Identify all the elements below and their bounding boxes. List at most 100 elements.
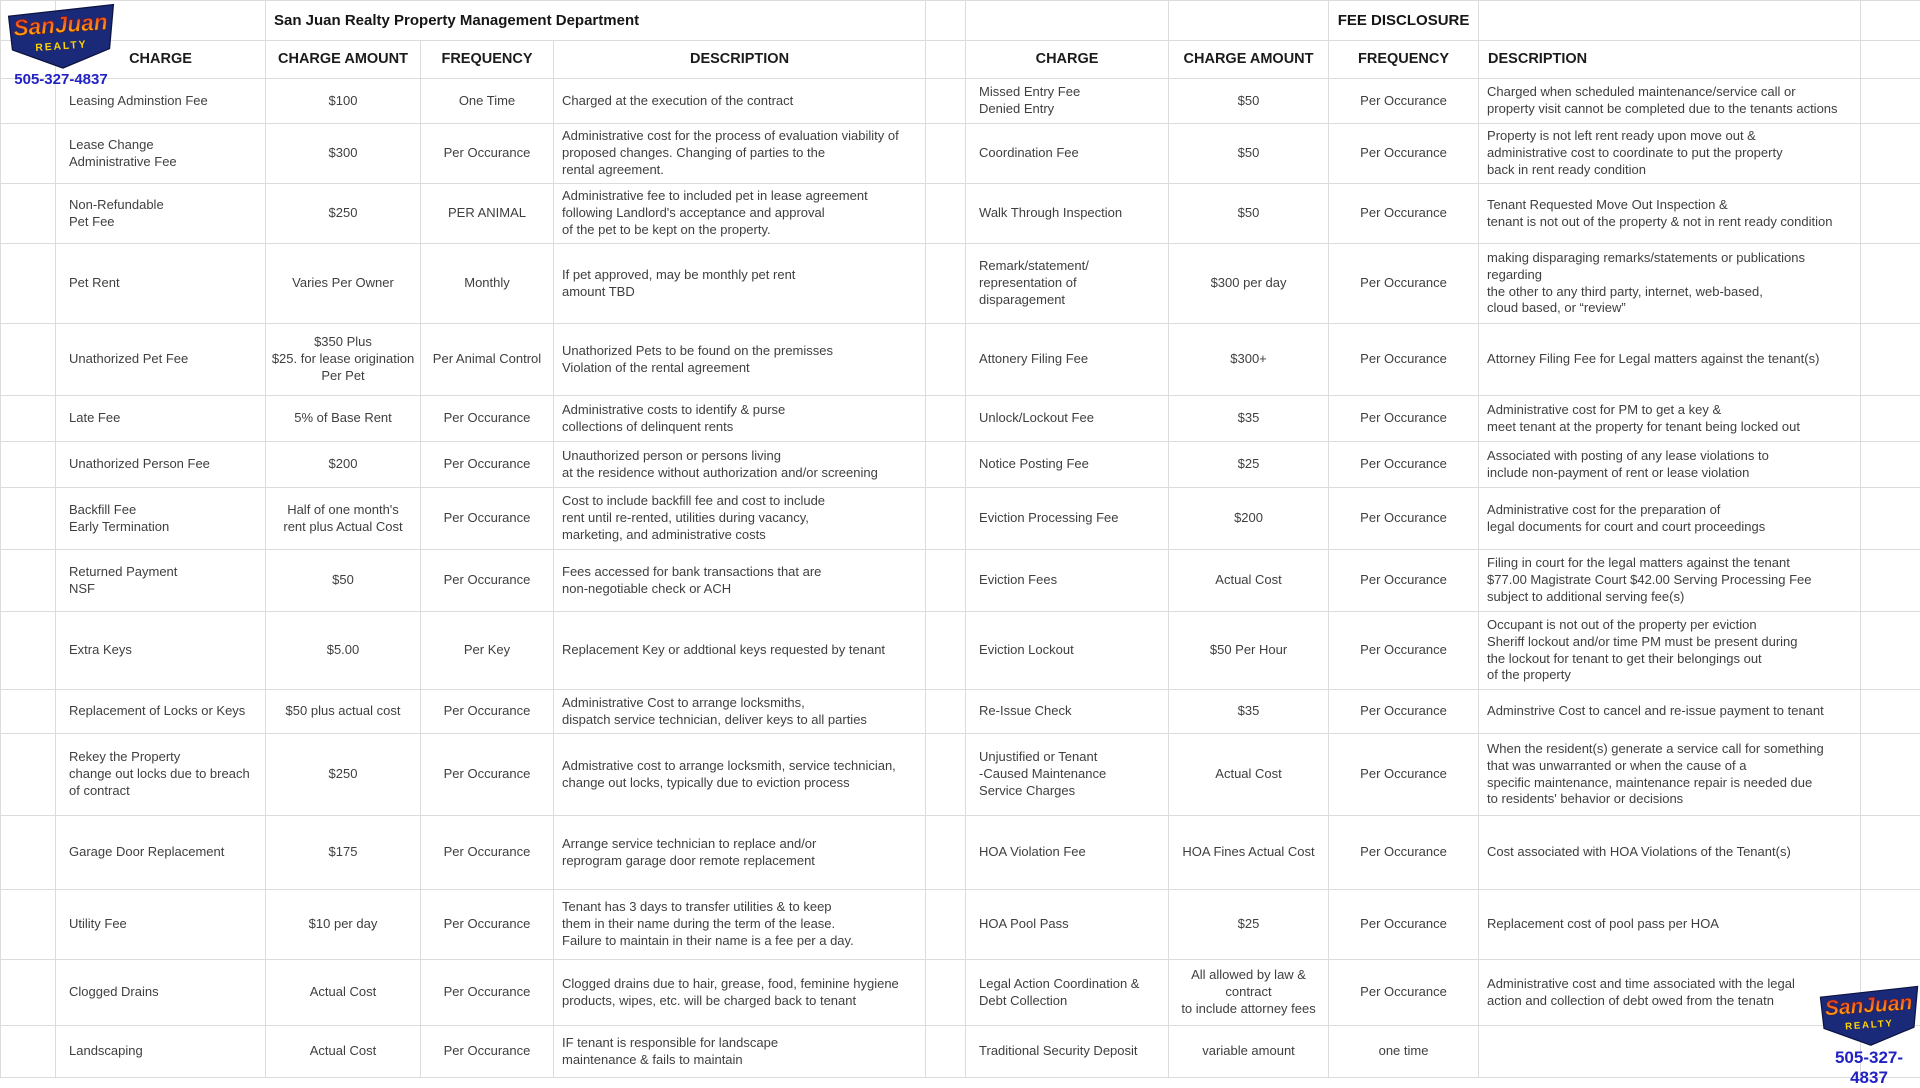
gap-cell [926, 890, 966, 960]
left-charge-cell: Lease Change Administrative Fee [56, 124, 266, 184]
right-charge-cell: Unlock/Lockout Fee [966, 396, 1169, 442]
gap-cell [926, 442, 966, 488]
gap-cell [926, 1026, 966, 1078]
left-table-title: San Juan Realty Property Management Depa… [266, 1, 926, 41]
right-charge-cell: Walk Through Inspection [966, 184, 1169, 244]
right-description-cell: Administrative cost for the preparation … [1479, 488, 1861, 550]
gap-cell [926, 79, 966, 124]
right-frequency-cell: Per Occurance [1329, 244, 1479, 324]
margin-cell [1, 442, 56, 488]
left-frequency-cell: Monthly [421, 244, 554, 324]
left-charge-cell: Unathorized Pet Fee [56, 324, 266, 396]
table-row: Leasing Adminstion Fee $100 One Time Cha… [1, 79, 1920, 124]
left-charge-cell: Extra Keys [56, 612, 266, 690]
right-description-cell: Cost associated with HOA Violations of t… [1479, 816, 1861, 890]
right-charge-cell: Remark/statement/ representation of disp… [966, 244, 1169, 324]
left-amount-cell: $200 [266, 442, 421, 488]
right-amount-cell: $35 [1169, 396, 1329, 442]
sanjuan-realty-logo-icon: SanJuan REALTY [1818, 984, 1920, 1047]
left-frequency-cell: Per Occurance [421, 816, 554, 890]
left-amount-cell: $50 [266, 550, 421, 612]
left-description-cell: Cost to include backfill fee and cost to… [554, 488, 926, 550]
right-amount-cell: $50 [1169, 184, 1329, 244]
left-frequency-cell: Per Occurance [421, 442, 554, 488]
left-frequency-cell: Per Occurance [421, 890, 554, 960]
right-amount-cell: $50 Per Hour [1169, 612, 1329, 690]
right-frequency-cell: Per Occurance [1329, 324, 1479, 396]
margin-cell [1, 488, 56, 550]
left-charge-cell: Pet Rent [56, 244, 266, 324]
gap-cell [926, 184, 966, 244]
left-amount-cell: $250 [266, 184, 421, 244]
margin-cell [1861, 442, 1920, 488]
gap-cell [926, 41, 966, 79]
margin-cell [1, 734, 56, 816]
table-row: Returned Payment NSF $50 Per Occurance F… [1, 550, 1920, 612]
margin-cell [1, 244, 56, 324]
right-frequency-cell: Per Occurance [1329, 550, 1479, 612]
table-row: Backfill Fee Early Termination Half of o… [1, 488, 1920, 550]
right-frequency-cell: Per Occurance [1329, 734, 1479, 816]
brand-phone: 505-327-4837 [1818, 1048, 1920, 1088]
title-row: San Juan Realty Property Management Depa… [1, 1, 1920, 41]
right-frequency-cell: Per Occurance [1329, 690, 1479, 734]
left-description-cell: Replacement Key or addtional keys reques… [554, 612, 926, 690]
left-frequency-cell: Per Occurance [421, 550, 554, 612]
gap-cell [926, 244, 966, 324]
right-frequency-cell: Per Occurance [1329, 816, 1479, 890]
right-charge-cell: Eviction Lockout [966, 612, 1169, 690]
blank-cell [1169, 1, 1329, 41]
right-frequency-cell: Per Occurance [1329, 184, 1479, 244]
right-amount-cell: $300+ [1169, 324, 1329, 396]
gap-cell [926, 324, 966, 396]
margin-cell [1861, 734, 1920, 816]
right-amount-cell: $50 [1169, 124, 1329, 184]
gap-cell [926, 124, 966, 184]
table-row: Non-Refundable Pet Fee $250 PER ANIMAL A… [1, 184, 1920, 244]
left-description-cell: Unauthorized person or persons living at… [554, 442, 926, 488]
left-description-cell: IF tenant is responsible for landscape m… [554, 1026, 926, 1078]
margin-cell [1861, 1, 1920, 41]
table-row: Lease Change Administrative Fee $300 Per… [1, 124, 1920, 184]
margin-cell [1861, 41, 1920, 79]
left-description-cell: Unathorized Pets to be found on the prem… [554, 324, 926, 396]
right-amount-cell: $50 [1169, 79, 1329, 124]
left-description-cell: Admistrative cost to arrange locksmith, … [554, 734, 926, 816]
left-frequency-header: FREQUENCY [421, 41, 554, 79]
left-frequency-cell: Per Animal Control [421, 324, 554, 396]
left-description-cell: Administrative fee to included pet in le… [554, 184, 926, 244]
gap-cell [926, 488, 966, 550]
right-description-header: DESCRIPTION [1479, 41, 1861, 79]
left-frequency-cell: Per Occurance [421, 396, 554, 442]
left-frequency-cell: Per Occurance [421, 734, 554, 816]
left-amount-cell: Half of one month's rent plus Actual Cos… [266, 488, 421, 550]
right-frequency-cell: one time [1329, 1026, 1479, 1078]
margin-cell [1, 184, 56, 244]
right-amount-cell: $25 [1169, 442, 1329, 488]
brand-phone: 505-327-4837 [6, 71, 116, 88]
margin-cell [1861, 612, 1920, 690]
brand-logo-bottom: SanJuan REALTY 505-327-4837 [1818, 984, 1920, 1088]
left-description-cell: If pet approved, may be monthly pet rent… [554, 244, 926, 324]
margin-cell [1, 612, 56, 690]
left-charge-cell: Rekey the Property change out locks due … [56, 734, 266, 816]
right-frequency-cell: Per Occurance [1329, 960, 1479, 1026]
gap-cell [926, 612, 966, 690]
left-frequency-cell: Per Key [421, 612, 554, 690]
sanjuan-realty-logo-icon: SanJuan REALTY [6, 2, 116, 70]
blank-cell [966, 1, 1169, 41]
left-amount-cell: Actual Cost [266, 960, 421, 1026]
right-frequency-cell: Per Occurance [1329, 890, 1479, 960]
left-charge-cell: Landscaping [56, 1026, 266, 1078]
margin-cell [1861, 324, 1920, 396]
left-amount-cell: Varies Per Owner [266, 244, 421, 324]
right-amount-cell: Actual Cost [1169, 734, 1329, 816]
margin-cell [1, 550, 56, 612]
margin-cell [1, 1026, 56, 1078]
right-charge-cell: Eviction Processing Fee [966, 488, 1169, 550]
right-description-cell: Replacement cost of pool pass per HOA [1479, 890, 1861, 960]
left-amount-cell: $10 per day [266, 890, 421, 960]
right-amount-cell: HOA Fines Actual Cost [1169, 816, 1329, 890]
table-row: Garage Door Replacement $175 Per Occuran… [1, 816, 1920, 890]
